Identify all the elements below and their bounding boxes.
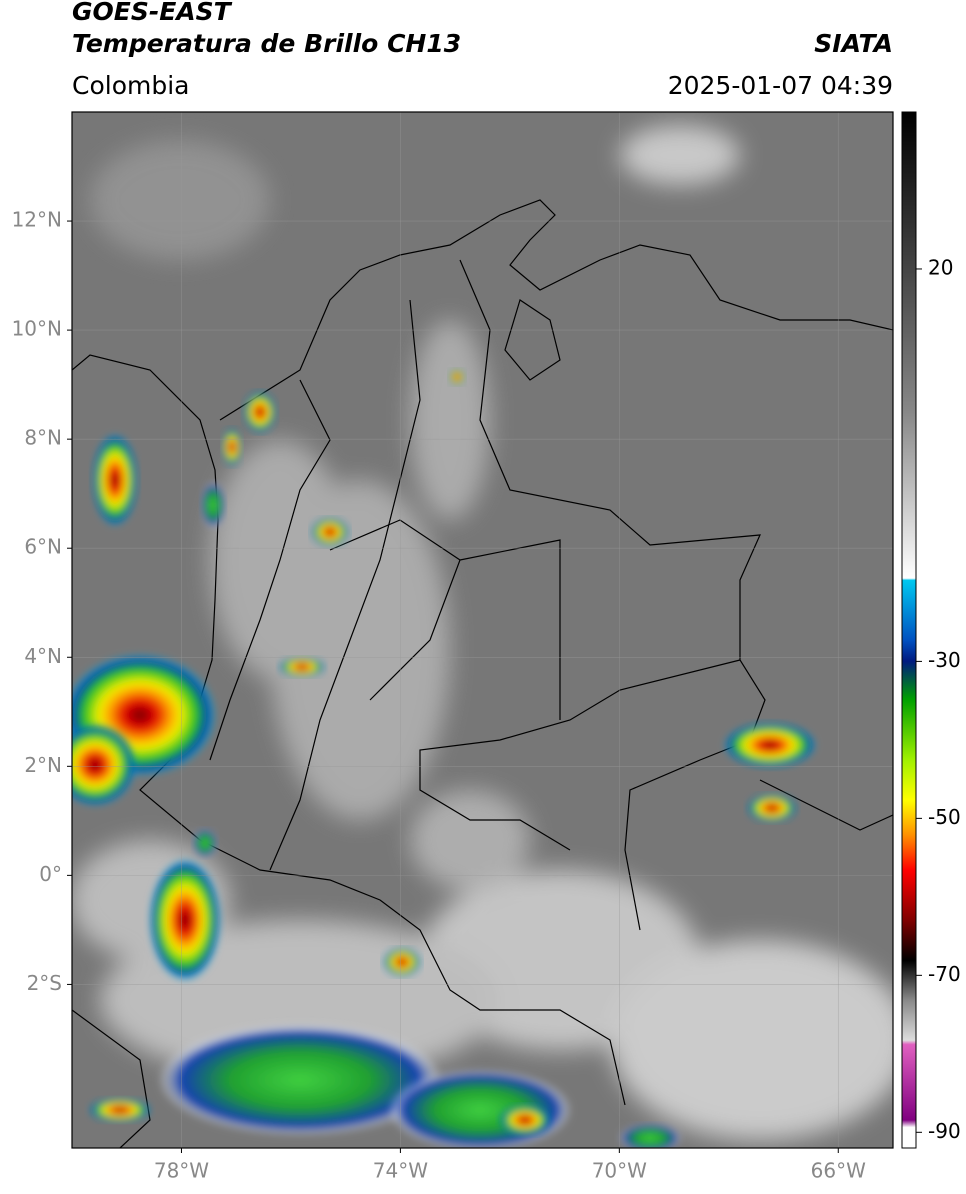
lon-tick-label: 66°W [811,1159,866,1183]
product-title: Temperatura de Brillo CH13 [72,29,461,58]
lat-tick-label: 0° [39,862,62,886]
colorbar-tick-label: -90 [928,1119,961,1143]
colorbar-tick-label: -30 [928,648,961,672]
lat-tick-label: 4°N [24,644,62,668]
borders [72,199,893,1148]
lon-tick-label: 78°W [154,1159,209,1183]
colorbar-tick-label: -70 [928,962,961,986]
colorbar [901,111,917,1149]
region: Colombia [72,71,189,100]
lat-tick-label: 10°N [12,317,62,341]
colorbar-tick-label: -50 [928,805,961,829]
map-frame [71,111,894,1149]
lon-tick-label: 74°W [373,1159,428,1183]
satellite-name: GOES-EAST [72,0,233,26]
lon-tick-label: 70°W [592,1159,647,1183]
lat-tick-label: 12°N [12,208,62,232]
lat-tick-label: 2°S [27,971,62,995]
lat-tick-label: 2°N [24,753,62,777]
lat-tick-label: 6°N [24,535,62,559]
grid [72,112,893,1148]
source: SIATA [814,29,893,58]
satellite-image [72,112,893,1148]
clouds [72,125,893,1140]
lat-tick-label: 8°N [24,426,62,450]
colorbar-tick-label: 20 [928,255,953,279]
convective-cells [72,369,815,1148]
datetime: 2025-01-07 04:39 [668,71,893,100]
